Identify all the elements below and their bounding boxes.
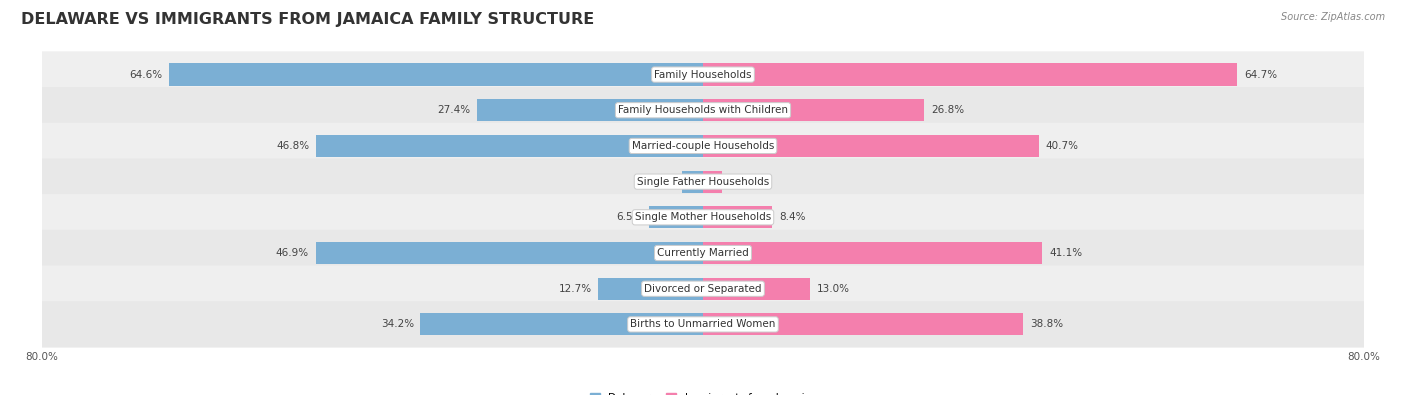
Text: 6.5%: 6.5% [616, 213, 643, 222]
Bar [703, 135, 1039, 157]
Bar [598, 278, 703, 300]
Bar [703, 242, 1042, 264]
Text: Single Father Households: Single Father Households [637, 177, 769, 186]
Text: 2.3%: 2.3% [728, 177, 755, 186]
Bar [703, 171, 723, 193]
Text: Source: ZipAtlas.com: Source: ZipAtlas.com [1281, 12, 1385, 22]
Bar [703, 278, 810, 300]
Text: Births to Unmarried Women: Births to Unmarried Women [630, 320, 776, 329]
Text: 27.4%: 27.4% [437, 105, 470, 115]
FancyBboxPatch shape [37, 87, 1369, 134]
FancyBboxPatch shape [37, 123, 1369, 169]
FancyBboxPatch shape [37, 230, 1369, 276]
Text: 38.8%: 38.8% [1031, 320, 1063, 329]
Bar [169, 64, 703, 86]
Text: 26.8%: 26.8% [931, 105, 965, 115]
Text: 8.4%: 8.4% [779, 213, 806, 222]
Text: Currently Married: Currently Married [657, 248, 749, 258]
Bar [650, 206, 703, 228]
Text: 2.5%: 2.5% [650, 177, 676, 186]
Text: 40.7%: 40.7% [1046, 141, 1078, 151]
Bar [703, 64, 1237, 86]
Text: Divorced or Separated: Divorced or Separated [644, 284, 762, 294]
Text: 64.6%: 64.6% [129, 70, 163, 79]
Text: Family Households with Children: Family Households with Children [619, 105, 787, 115]
Text: Married-couple Households: Married-couple Households [631, 141, 775, 151]
Legend: Delaware, Immigrants from Jamaica: Delaware, Immigrants from Jamaica [585, 389, 821, 395]
FancyBboxPatch shape [37, 194, 1369, 241]
Bar [703, 313, 1024, 335]
Text: 64.7%: 64.7% [1244, 70, 1277, 79]
Text: 41.1%: 41.1% [1049, 248, 1083, 258]
Bar [682, 171, 703, 193]
FancyBboxPatch shape [37, 301, 1369, 348]
FancyBboxPatch shape [37, 51, 1369, 98]
Text: Family Households: Family Households [654, 70, 752, 79]
Text: Single Mother Households: Single Mother Households [636, 213, 770, 222]
FancyBboxPatch shape [37, 158, 1369, 205]
Bar [315, 242, 703, 264]
Bar [703, 99, 924, 121]
FancyBboxPatch shape [37, 265, 1369, 312]
Bar [703, 206, 772, 228]
Text: 46.8%: 46.8% [277, 141, 309, 151]
Text: 12.7%: 12.7% [558, 284, 592, 294]
Text: 13.0%: 13.0% [817, 284, 851, 294]
Text: 34.2%: 34.2% [381, 320, 413, 329]
Text: DELAWARE VS IMMIGRANTS FROM JAMAICA FAMILY STRUCTURE: DELAWARE VS IMMIGRANTS FROM JAMAICA FAMI… [21, 12, 595, 27]
Text: 46.9%: 46.9% [276, 248, 309, 258]
Bar [420, 313, 703, 335]
Bar [316, 135, 703, 157]
Bar [477, 99, 703, 121]
